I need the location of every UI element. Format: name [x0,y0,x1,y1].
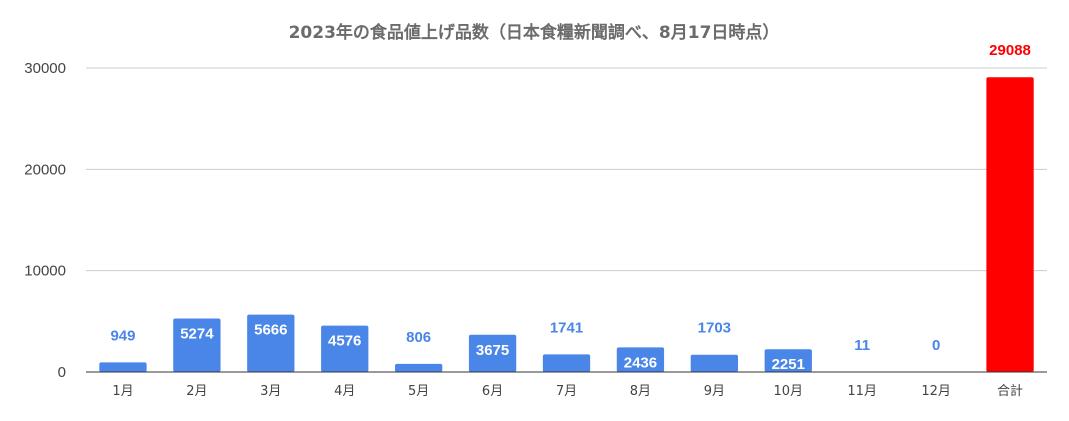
x-tick-label: 4月 [334,384,355,399]
x-tick-label: 10月 [773,384,803,399]
data-label: 806 [406,329,431,346]
bar [616,347,665,372]
data-label: 3675 [476,342,509,359]
data-label: 1741 [550,319,583,336]
bar [99,362,147,372]
x-tick-label: 6月 [482,384,503,399]
x-tick-label: 合計 [997,383,1023,399]
x-tick-label: 11月 [847,384,877,399]
bar-total [986,77,1034,372]
bar [542,354,591,372]
bar [468,334,517,372]
bar [247,314,295,372]
x-tick-label: 2月 [186,384,207,399]
y-axis-ticks: 0 10000 20000 30000 [24,60,66,381]
data-label: 11 [854,337,870,354]
data-label: 5666 [254,322,287,339]
x-tick-label: 8月 [630,384,651,399]
x-tick-label: 3月 [260,384,281,399]
y-tick-label: 0 [58,364,66,381]
bar [173,318,221,372]
data-label: 0 [932,337,940,354]
grid-lines [86,67,1047,272]
bars [99,77,1034,372]
x-tick-label: 9月 [704,384,725,399]
data-label: 4576 [328,333,361,350]
y-tick-label: 30000 [24,60,66,77]
x-tick-label: 1月 [112,384,133,399]
x-tick-label: 5月 [408,384,429,399]
bar-labels: 949 5274 5666 4576 806 3675 1741 2436 1703 2251 11… [110,42,1030,373]
data-label: 1703 [698,320,731,337]
bar [321,325,369,372]
x-tick-label: 7月 [556,384,577,399]
y-tick-label: 20000 [24,161,66,178]
bar [764,349,812,372]
bar [690,354,739,372]
data-label: 5274 [180,326,214,343]
data-label: 949 [110,327,135,344]
data-label-total: 29088 [989,42,1031,59]
x-tick-label: 12月 [921,384,951,399]
data-label: 2436 [624,354,657,371]
chart-title: 2023年の食品値上げ品数（日本食糧新聞調べ、8月17日時点） [289,22,780,43]
x-axis-ticks: 1月 2月 3月 4月 5月 6月 7月 8月 9月 10月 11月 12月 合計 [112,383,1023,399]
y-tick-label: 10000 [24,263,66,280]
bar [394,363,443,372]
data-label: 2251 [772,356,805,373]
